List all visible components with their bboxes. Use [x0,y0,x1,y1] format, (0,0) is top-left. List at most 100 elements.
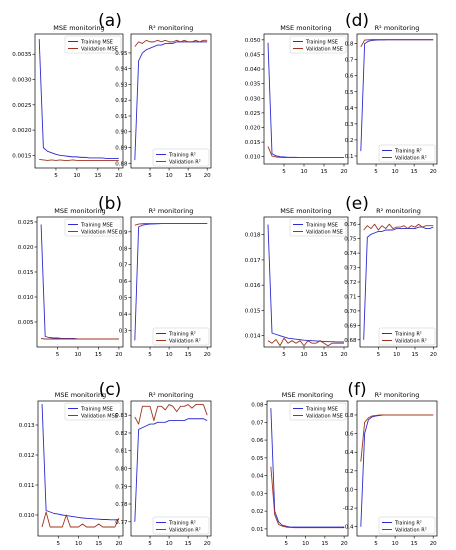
x-tick-label: 5 [285,541,289,547]
x-tick-label: 15 [185,541,192,547]
y-tick-label: 0.2 [345,138,354,144]
legend-label: Training R² [168,152,196,158]
y-tick-label: 0.011 [19,483,35,489]
x-tick-label: 10 [302,541,309,547]
y-tick-label: 0.93 [115,82,128,88]
x-tick-label: 15 [411,169,418,175]
y-tick-label: 0.72 [344,280,356,286]
x-tick-label: 10 [166,352,173,358]
chart-title: MSE monitoring [280,24,331,32]
legend-box [64,402,122,421]
y-tick-label: 0.012 [19,453,35,459]
legend-label: Validation R² [169,527,201,533]
y-tick-label: 0.0020 [12,128,32,134]
y-tick-label: 0.017 [245,258,261,264]
series-training-line [267,224,344,343]
legend-label: Training MSE [80,406,113,412]
x-tick-label: 5 [54,173,58,179]
plot-frame [263,216,349,348]
y-tick-label: 0.3 [119,329,128,335]
x-tick-label: 15 [321,541,328,547]
panel-label: (e) [345,194,369,214]
series-training-line [134,418,208,522]
y-tick-label: 0.015 [18,270,34,276]
mse-chart: MSE monitoring 5 10 15 20 0.005 0.010 0.015 0.02… [18,207,124,358]
panel-0: (a)MSE monitoring 5 10 15 20 0.0015 0.0020 0.00… [12,11,212,179]
x-tick-label: 20 [341,352,348,358]
y-tick-label: 0.91 [115,114,127,120]
x-tick-label: 10 [75,541,82,547]
y-tick-label: 0.94 [115,67,128,73]
series-validation-line [267,146,344,159]
y-tick-label: 0.010 [19,513,35,519]
x-tick-label: 5 [282,169,286,175]
panel-4: (c)MSE monitoring 5 10 15 20 0.010 0.011 0.012 0… [19,380,212,547]
plot-frame [359,216,438,348]
series-validation-line [39,158,119,161]
y-tick-label: 0.013 [19,423,35,429]
plot-frame [34,33,124,169]
y-tick-label: 0.5 [345,90,354,96]
y-tick-label: 0.035 [245,82,261,88]
legend-label: Training R² [168,520,196,526]
y-tick-label: 0.025 [245,111,261,117]
chart-title: R² monitoring [375,24,420,32]
chart-title: MSE monitoring [55,391,106,399]
series-validation-line [41,511,120,528]
y-tick-label: 0.0 [345,487,354,493]
legend-label: Training R² [168,331,196,337]
y-tick-label: 0.0025 [12,103,32,109]
y-tick-label: 0.050 [245,38,261,44]
y-tick-label: 0.7 [119,263,128,269]
legend-label: Training MSE [305,406,338,412]
series-training-line [363,226,434,340]
y-tick-label: 0.73 [344,266,357,272]
x-tick-label: 5 [148,352,152,358]
panel-label: (a) [98,11,122,31]
y-tick-label: 0.70 [344,309,357,315]
y-tick-label: 0.88 [115,161,128,167]
legend-label: Validation MSE [81,46,118,52]
plot-frame [130,400,212,537]
y-tick-label: 0.8 [345,42,354,48]
legend-label: Training R² [394,148,422,154]
y-tick-label: -0.2 [343,506,354,512]
y-tick-label: 0.0035 [12,52,32,58]
x-tick-label: 5 [148,541,152,547]
x-tick-label: 5 [56,541,60,547]
panel-1: (d) MSE monitoring 5 10 15 20 0.010 0.015 0.020 0… [245,11,438,175]
chart-title: MSE monitoring [282,391,333,399]
y-tick-label: 0.83 [115,413,128,419]
legend-box [64,218,122,237]
legend-label: Validation R² [169,159,201,165]
series-validation-line [134,223,208,226]
legend-label: Training MSE [80,222,113,228]
chart-title: MSE monitoring [280,207,331,215]
y-tick-label: 0.01 [251,527,263,533]
x-tick-label: 20 [204,352,211,358]
y-tick-label: 0.78 [115,502,128,508]
legend-label: Validation R² [169,338,201,344]
y-tick-label: 0.020 [245,125,261,131]
y-tick-label: 0.5 [119,296,128,302]
y-tick-label: 0.05 [251,456,264,462]
legend-box [289,218,347,237]
y-tick-label: 0.04 [251,474,264,480]
y-tick-label: 0.74 [344,251,357,257]
series-training-line [40,224,119,340]
series-training-line [360,39,434,152]
x-tick-label: 15 [185,173,192,179]
y-tick-label: 0.3 [345,122,354,128]
y-tick-label: 0.02 [251,509,263,515]
chart-title: R² monitoring [376,207,421,215]
legend-box [378,516,436,535]
r2-chart: R² monitoring 5 10 15 20 0.88 0.89 0.90 0.91 0.92… [115,24,212,179]
chart-title: R² monitoring [149,207,194,215]
series-training-line [360,414,434,527]
panel-label: (d) [345,11,369,31]
